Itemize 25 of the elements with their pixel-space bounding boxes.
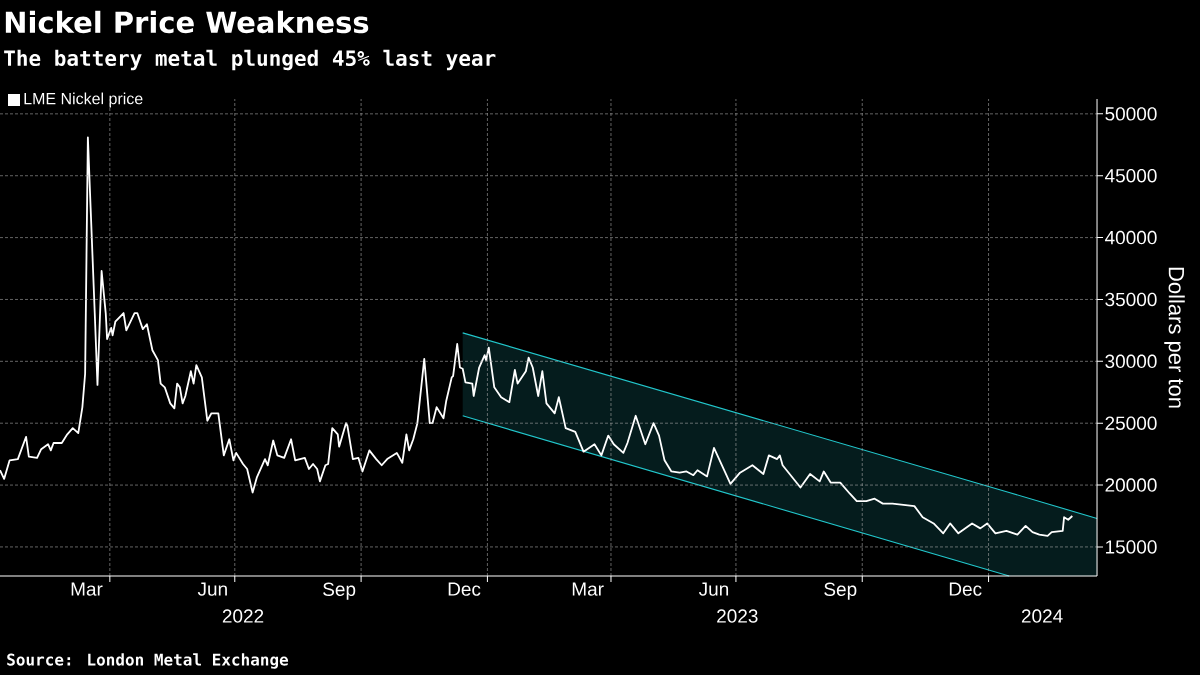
x-tick-label: Dec bbox=[448, 582, 481, 596]
x-tick-label: Sep bbox=[824, 582, 857, 600]
x-tick-label: Mar bbox=[572, 582, 604, 596]
y-tick-label: 50000 bbox=[1105, 107, 1157, 121]
x-tick-label: Jun bbox=[698, 582, 729, 596]
y-axis-title: Dollars per ton bbox=[1164, 267, 1185, 408]
y-tick-label: 40000 bbox=[1105, 230, 1157, 245]
chart-title: Nickel Price Weakness bbox=[5, 10, 369, 34]
chart-subtitle: The battery metal plunged 45% last year bbox=[4, 49, 496, 71]
x-tick-label: Mar bbox=[71, 582, 103, 596]
x-tick-label: Jun bbox=[197, 582, 227, 596]
y-tick-label: 35000 bbox=[1105, 292, 1157, 307]
y-tick-label: 20000 bbox=[1105, 478, 1157, 492]
y-tick-label: 25000 bbox=[1105, 416, 1157, 430]
x-tick-label: Dec bbox=[949, 582, 982, 596]
x2-tick-label: 2023 bbox=[717, 609, 758, 623]
y-tick-label: 45000 bbox=[1105, 169, 1157, 183]
legend-label: LME Nickel price bbox=[24, 92, 143, 108]
x-tick-label: Sep bbox=[323, 582, 356, 600]
y-tick-label: 15000 bbox=[1106, 540, 1157, 554]
x2-tick-label: 2022 bbox=[222, 609, 264, 623]
y-tick-label: 30000 bbox=[1105, 354, 1157, 369]
x2-tick-label: 2024 bbox=[1021, 609, 1063, 623]
source-note: Source: London Metal Exchange bbox=[7, 653, 289, 669]
line-series bbox=[0, 136, 1074, 537]
